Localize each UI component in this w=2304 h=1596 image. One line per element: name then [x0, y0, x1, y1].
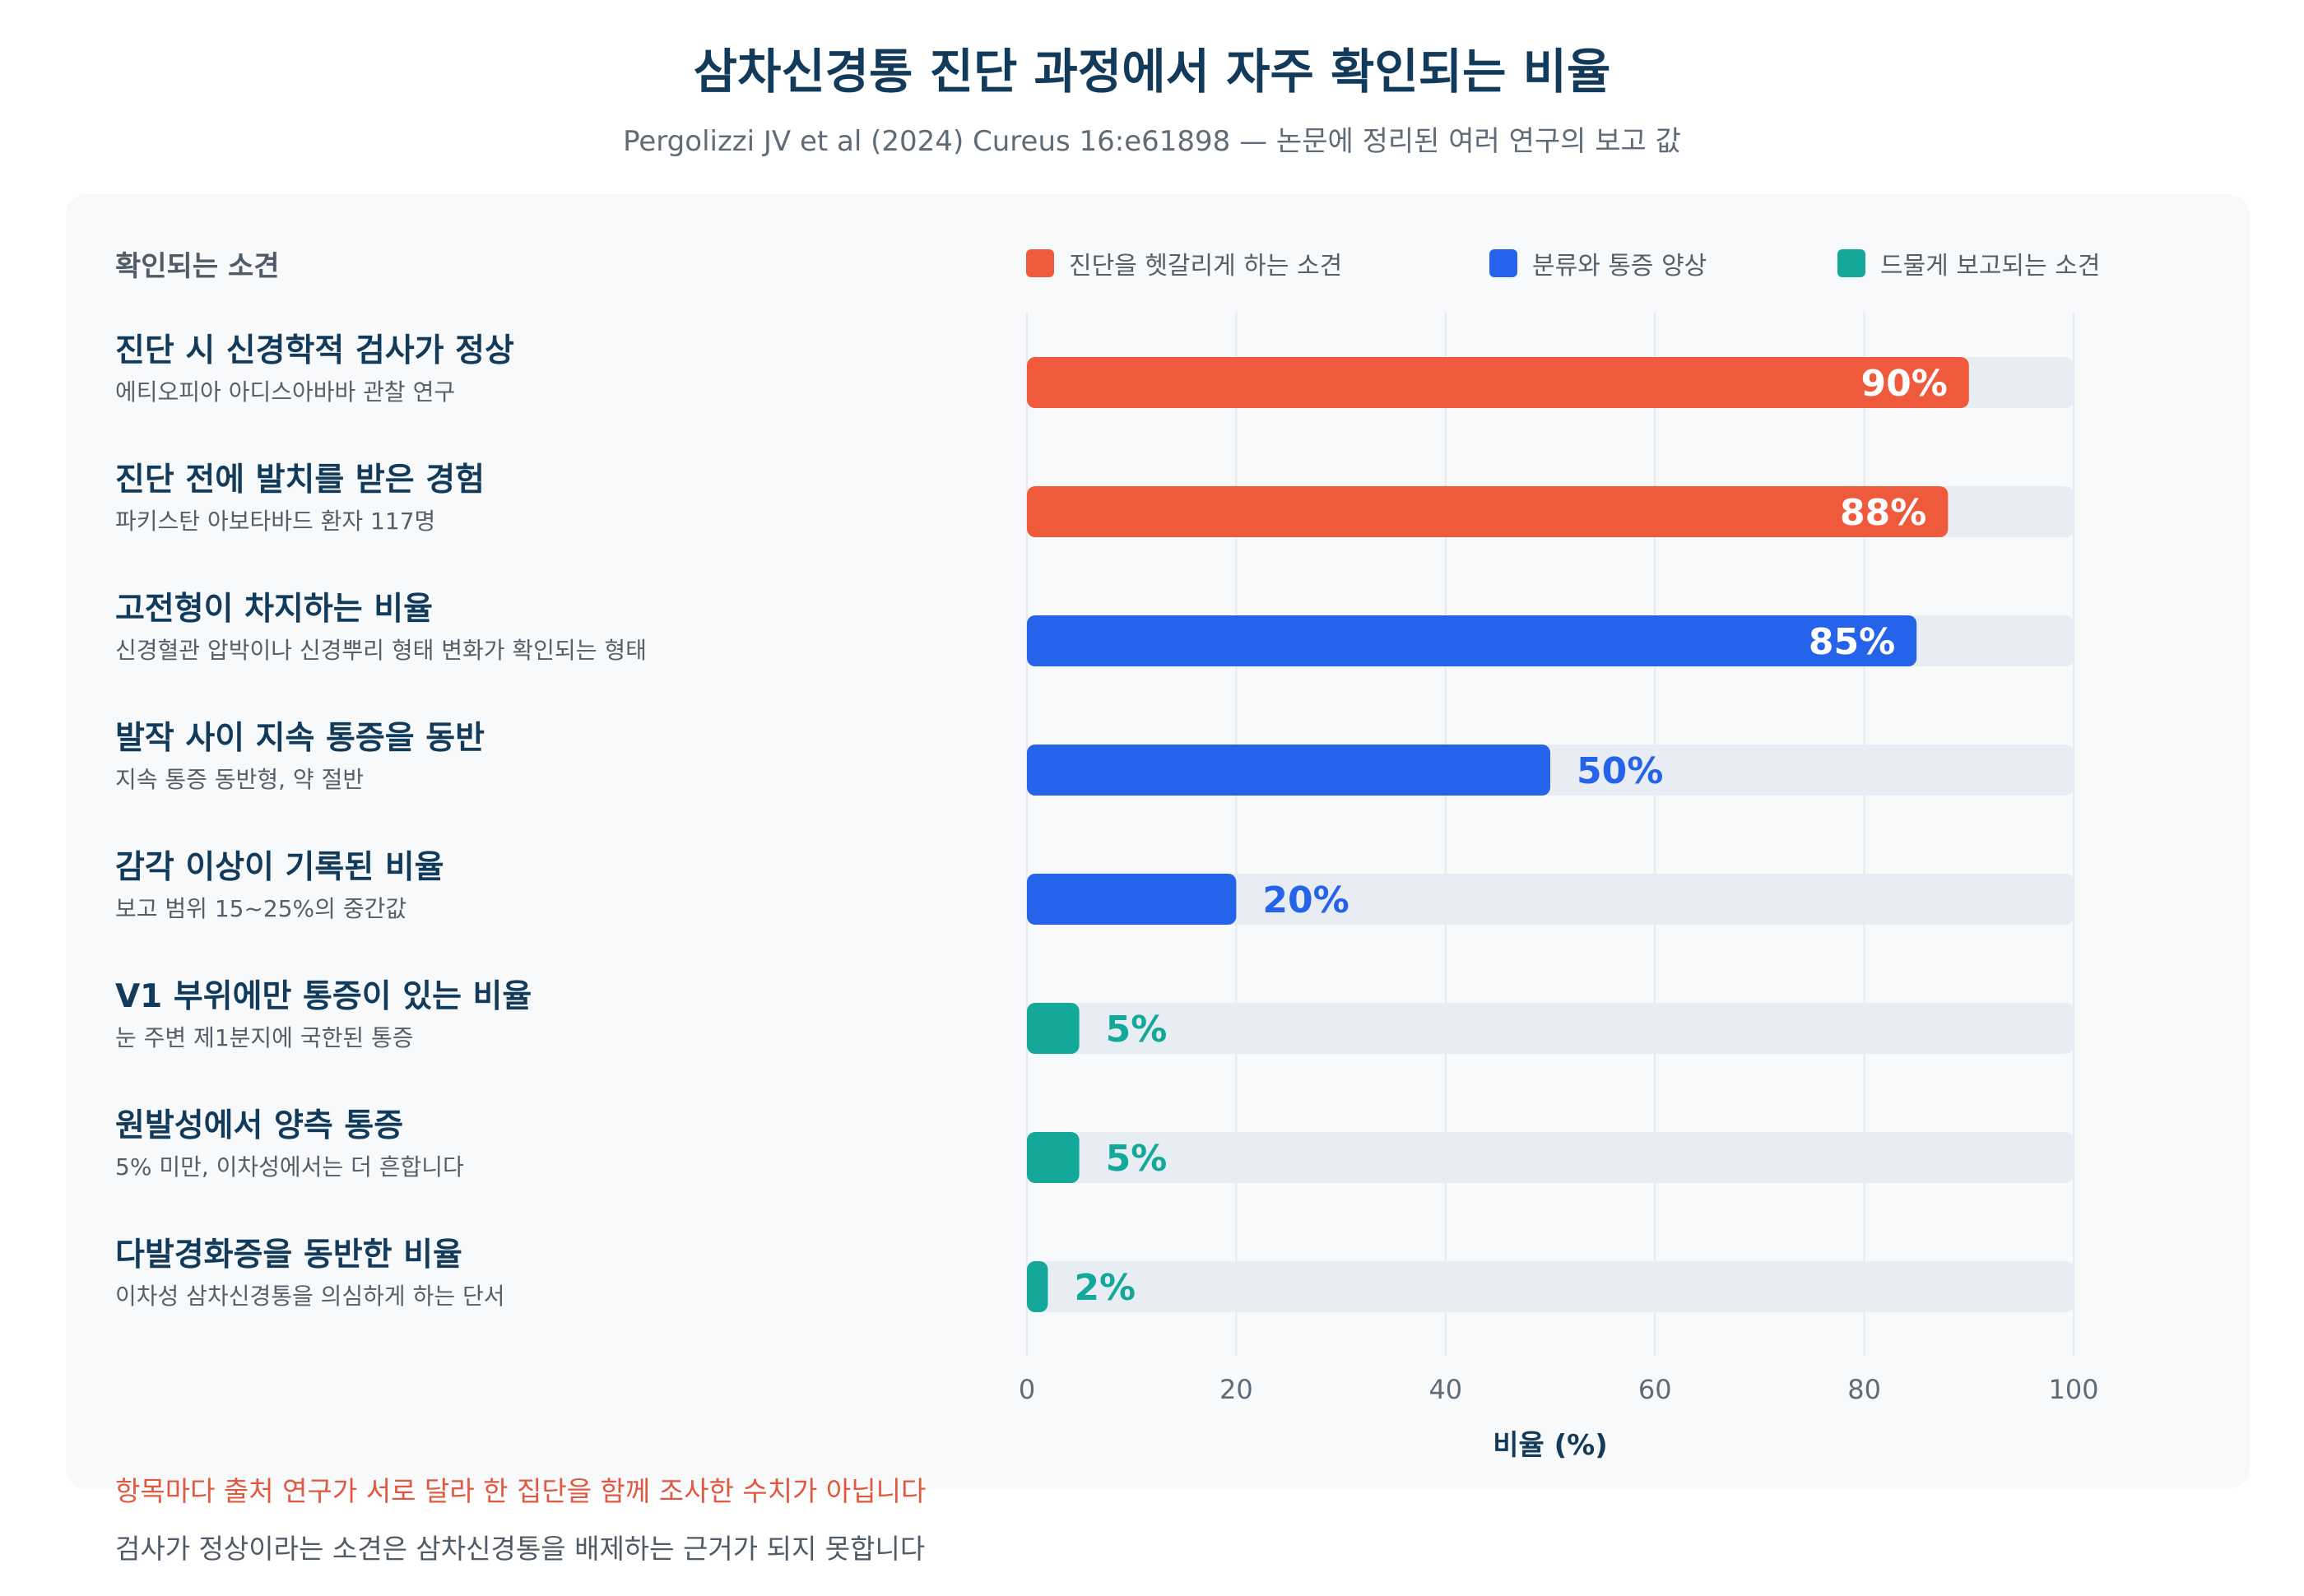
bar-value-label: 85% — [1809, 621, 1895, 663]
x-tick-label: 20 — [1219, 1374, 1253, 1405]
source-warning-note: 항목마다 출처 연구가 서로 달라 한 집단을 함께 조사한 수치가 아닙니다 — [115, 1475, 927, 1507]
legend-label: 분류와 통증 양상 — [1532, 252, 1707, 281]
legend-item-diagnostic-confusion: 진단을 헷갈리게 하는 소견 — [1026, 247, 1343, 281]
legend-label: 드물게 보고되는 소견 — [1880, 252, 2101, 281]
bar — [1027, 745, 1550, 796]
row-title: 감각 이상이 기록된 비율 — [115, 849, 444, 886]
bar-value-label: 2% — [1074, 1267, 1136, 1309]
bar-track — [1027, 874, 2074, 925]
bar — [1027, 1003, 1080, 1054]
legend-swatch-red — [1026, 249, 1054, 277]
bar-value-label: 90% — [1860, 363, 1947, 405]
row-note: 5% 미만, 이차성에서는 더 흔합니다 — [115, 1153, 464, 1181]
row-note: 지속 통증 동반형, 약 절반 — [115, 766, 365, 793]
row-title: 진단 전에 발치를 받은 경험 — [115, 462, 485, 499]
bar-track — [1027, 1132, 2074, 1183]
row-title: 원발성에서 양측 통증 — [115, 1107, 404, 1144]
row-title: 다발경화증을 동반한 비율 — [115, 1236, 462, 1274]
bar-track — [1027, 1261, 2074, 1312]
bar-value-label: 20% — [1262, 879, 1349, 921]
bar-track — [1027, 1003, 2074, 1054]
legend-label: 진단을 헷갈리게 하는 소견 — [1069, 252, 1343, 281]
bar — [1027, 1132, 1080, 1183]
bar — [1027, 1261, 1048, 1312]
bar-value-label: 5% — [1106, 1009, 1168, 1051]
row-note: 보고 범위 15~25%의 중간값 — [115, 895, 407, 922]
row-note: 눈 주변 제1분지에 국한된 통증 — [115, 1024, 414, 1051]
x-tick-label: 100 — [2048, 1374, 2098, 1405]
bar — [1027, 874, 1237, 925]
row-title: 진단 시 신경학적 검사가 정상 — [115, 332, 514, 369]
bar-value-label: 5% — [1106, 1138, 1168, 1180]
legend-item-classification: 분류와 통증 양상 — [1489, 247, 1707, 281]
chart-subtitle: Pergolizzi JV et al (2024) Cureus 16:e61… — [623, 125, 1681, 158]
legend-swatch-blue — [1489, 249, 1517, 277]
chart-title: 삼차신경통 진단 과정에서 자주 확인되는 비율 — [693, 44, 1611, 100]
row-label: 원발성에서 양측 통증 5% 미만, 이차성에서는 더 흔합니다 — [115, 1105, 979, 1184]
row-title: 고전형이 차지하는 비율 — [115, 591, 433, 628]
caveat-note: 검사가 정상이라는 소견은 삼차신경통을 배제하는 근거가 되지 못합니다 — [115, 1533, 926, 1565]
x-tick-label: 40 — [1428, 1374, 1462, 1405]
x-tick-label: 60 — [1638, 1374, 1672, 1405]
x-axis-label: 비율 (%) — [1493, 1429, 1608, 1462]
row-note: 파키스탄 아보타바드 환자 117명 — [115, 508, 436, 535]
x-tick-label: 0 — [1019, 1374, 1035, 1405]
bar — [1027, 615, 1917, 666]
x-tick-label: 80 — [1847, 1374, 1881, 1405]
row-title: V1 부위에만 통증이 있는 비율 — [115, 978, 532, 1015]
row-note: 에티오피아 아디스아바바 관찰 연구 — [115, 378, 456, 406]
legend-swatch-teal — [1837, 249, 1865, 277]
bar-value-label: 88% — [1840, 492, 1926, 534]
bar — [1027, 486, 1949, 537]
bar — [1027, 357, 1969, 408]
column-header: 확인되는 소견 — [115, 250, 280, 283]
row-note: 신경혈관 압박이나 신경뿌리 형태 변화가 확인되는 형태 — [115, 637, 647, 664]
bar-value-label: 50% — [1577, 750, 1663, 792]
row-note: 이차성 삼차신경통을 의심하게 하는 단서 — [115, 1283, 505, 1310]
legend-item-rare: 드물게 보고되는 소견 — [1837, 247, 2101, 281]
row-title: 발작 사이 지속 통증을 동반 — [115, 720, 485, 757]
